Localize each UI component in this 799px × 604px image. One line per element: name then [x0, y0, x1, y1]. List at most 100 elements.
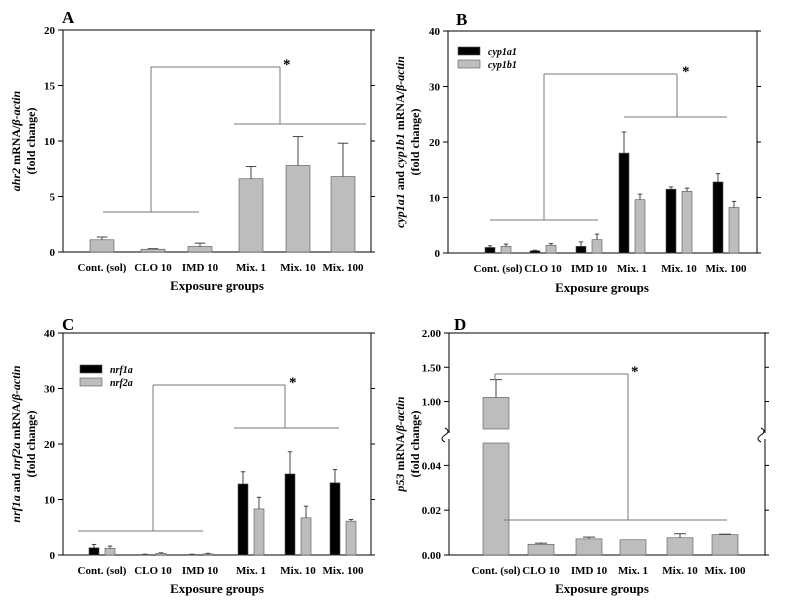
panel-label: A	[62, 8, 75, 27]
x-axis-label: Exposure groups	[555, 581, 649, 596]
panel-a: A 0 5 10 15 20 * Cont. (sol) CLO 10 IMD 10 Mix. 1 M…	[9, 8, 375, 293]
x-axis-label: Exposure groups	[555, 280, 649, 295]
x-tick-label: Mix. 10	[280, 565, 316, 577]
bar	[300, 517, 312, 556]
x-tick-label: Mix. 10	[280, 262, 316, 274]
y-axis-label-part: cyp1b1	[393, 133, 407, 168]
panel-label: D	[454, 315, 466, 334]
y-axis-label-part: β-actin	[393, 56, 407, 92]
bar	[284, 473, 296, 556]
bar	[681, 191, 693, 254]
x-tick-label: Mix. 10	[662, 565, 698, 577]
y-tick-label: 2.00	[422, 328, 442, 340]
y-tick-label: 10	[429, 193, 441, 205]
x-tick-label: IMD 10	[182, 262, 219, 274]
y-axis-label-part: β-actin	[9, 365, 23, 401]
y-tick-label: 40	[44, 328, 56, 340]
x-tick-label: Cont. (sol)	[474, 263, 523, 275]
y-axis-label-part: mRNA/	[9, 125, 23, 168]
y-axis-label-part: nrf2a	[9, 443, 23, 470]
bar	[238, 178, 264, 253]
significance-asterisk: *	[631, 364, 639, 380]
y-tick-label: 30	[429, 82, 441, 94]
y-tick-label: 0.02	[422, 505, 442, 517]
y-axis-label-line2: (fold change)	[408, 411, 422, 478]
x-tick-label: Mix. 1	[618, 565, 648, 577]
x-tick-label: Cont. (sol)	[78, 565, 127, 577]
panel-d: D 1.00 1.50 2.00 0.00 0.02 0.04 * Cont. (sol) CLO…	[393, 315, 769, 596]
bar	[484, 247, 496, 254]
significance-asterisk: *	[283, 57, 291, 73]
x-axis-label: Exposure groups	[170, 278, 264, 293]
legend-swatch	[79, 377, 103, 387]
bar	[202, 553, 214, 556]
y-tick-label: 15	[44, 81, 56, 93]
axis-break-mark	[441, 427, 449, 443]
bar	[575, 246, 587, 254]
panel-c: C 0 10 20 30 40 nrf1a nrf2a * Cont. (sol) CLO 10 IM…	[9, 315, 375, 596]
y-axis-label-part: β-actin	[393, 396, 407, 432]
x-axis-label: Exposure groups	[170, 581, 264, 596]
legend-label: cyp1a1	[488, 47, 517, 58]
y-tick-label: 0	[50, 247, 56, 259]
y-axis-label-part: nrf1a	[9, 495, 23, 522]
y-tick-label: 10	[44, 136, 56, 148]
y-axis-label: ahr2 mRNA/β-actin	[9, 90, 23, 191]
bar	[591, 239, 603, 254]
x-tick-label: Mix. 100	[323, 262, 364, 274]
bar	[529, 250, 541, 254]
y-axis-label-part: β-actin	[9, 90, 23, 126]
bar	[711, 534, 739, 556]
bar	[253, 508, 265, 556]
panel-label: C	[62, 315, 74, 334]
bar	[712, 181, 724, 254]
x-tick-label: Mix. 1	[236, 565, 266, 577]
bar	[666, 537, 694, 556]
x-tick-label: IMD 10	[571, 565, 608, 577]
y-tick-label: 40	[429, 26, 441, 38]
legend-swatch	[79, 364, 103, 374]
y-axis-label-line2: (fold change)	[24, 411, 38, 478]
x-tick-label: CLO 10	[134, 262, 172, 274]
y-tick-label: 5	[50, 192, 56, 204]
panel-label: B	[456, 10, 467, 29]
x-tick-label: IMD 10	[182, 565, 219, 577]
panel-b: B 0 10 20 30 40 cyp1a1 cyp1b1 * Cont. (sol) CLO 10…	[393, 10, 761, 295]
y-tick-label: 1.50	[422, 362, 442, 374]
bar	[237, 483, 249, 556]
y-tick-label: 20	[44, 25, 56, 37]
bar	[665, 188, 677, 254]
bar	[482, 442, 510, 556]
bar	[619, 539, 647, 556]
y-axis-label: p53 mRNA/β-actin	[393, 396, 407, 492]
x-tick-label: CLO 10	[522, 565, 560, 577]
y-axis-label-part: mRNA/	[393, 90, 407, 133]
bar	[634, 199, 646, 254]
legend-label: nrf1a	[110, 365, 133, 376]
bar	[329, 482, 341, 556]
y-axis-label-part: p53	[393, 474, 407, 493]
x-tick-label: Mix. 100	[323, 565, 364, 577]
y-axis-label: cyp1a1 and cyp1b1 mRNA/β-actin	[393, 56, 407, 228]
x-tick-label: Mix. 1	[617, 263, 647, 275]
y-axis-label-part: cyp1a1	[393, 193, 407, 228]
y-axis-label-part: ahr2	[9, 168, 23, 191]
bar	[527, 543, 555, 556]
significance-asterisk: *	[289, 375, 297, 391]
bar	[545, 244, 557, 254]
bar	[155, 553, 167, 556]
bar	[285, 165, 311, 253]
y-axis-label: nrf1a and nrf2a mRNA/β-actin	[9, 365, 23, 523]
x-tick-label: IMD 10	[571, 263, 608, 275]
y-tick-label: 20	[429, 137, 441, 149]
legend-swatch	[457, 46, 481, 56]
y-axis-label-part: and	[393, 168, 407, 193]
bar	[330, 176, 356, 253]
plot-frame	[62, 29, 372, 253]
x-tick-label: Cont. (sol)	[78, 262, 127, 274]
y-tick-label: 30	[44, 384, 56, 396]
y-tick-label: 20	[44, 439, 56, 451]
bar	[345, 520, 357, 556]
y-tick-label: 10	[44, 495, 56, 507]
